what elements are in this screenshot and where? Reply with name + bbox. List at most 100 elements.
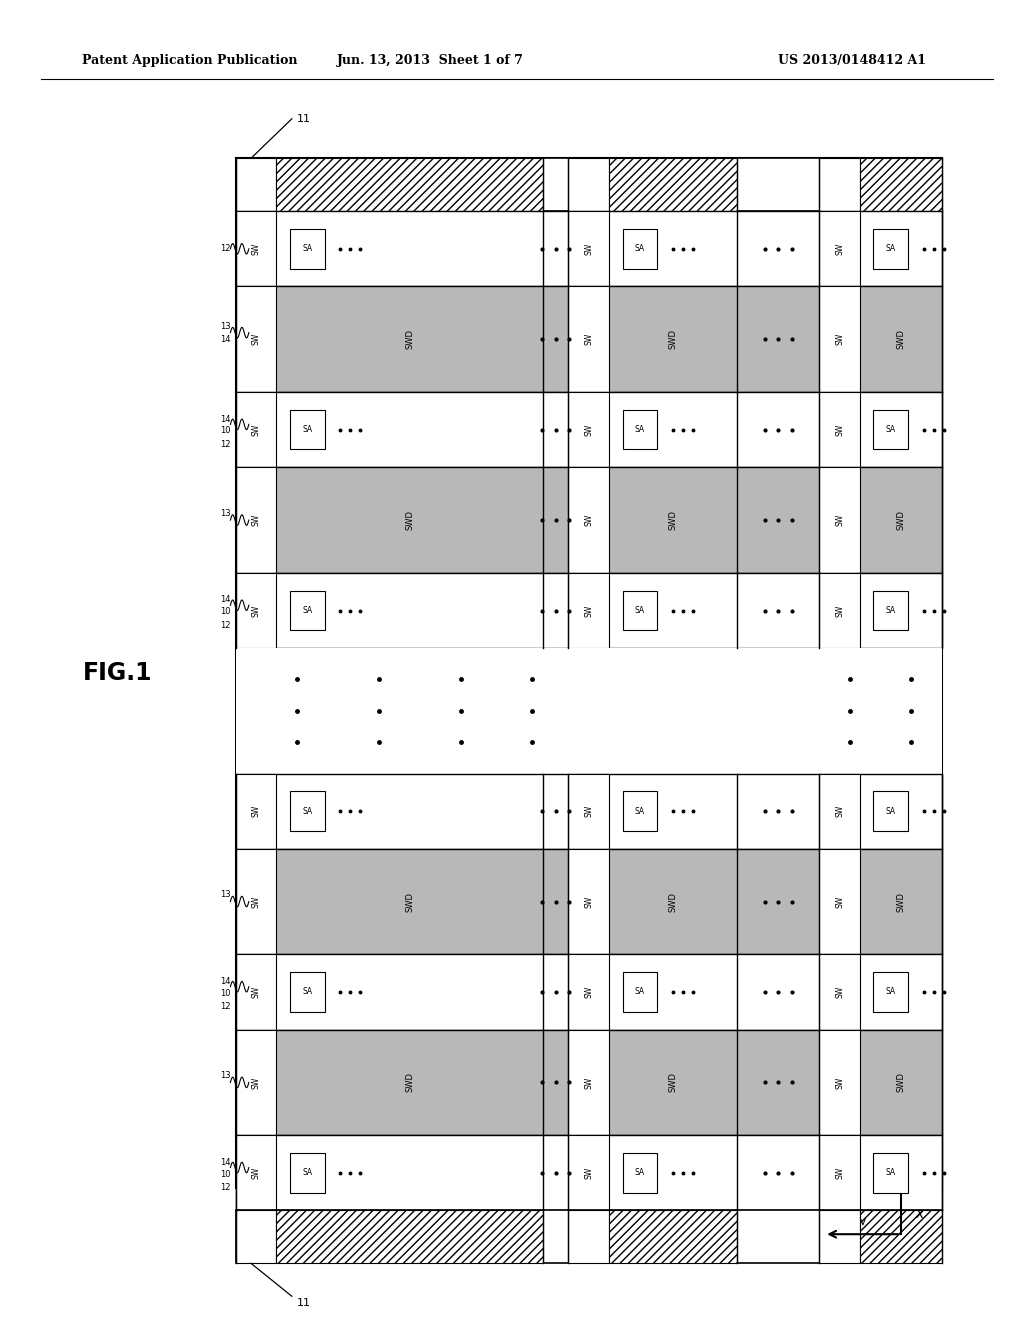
Text: 14: 14: [220, 335, 230, 343]
Text: SWD: SWD: [406, 891, 414, 912]
Text: 13: 13: [220, 322, 230, 330]
Text: SW: SW: [836, 1076, 844, 1089]
Text: 12: 12: [220, 1183, 230, 1192]
Text: SW: SW: [585, 243, 593, 255]
Bar: [290, 1154, 325, 1193]
Text: SA: SA: [635, 1168, 645, 1177]
Bar: [609, 158, 737, 211]
Text: 12: 12: [220, 244, 230, 253]
Text: SW: SW: [252, 986, 260, 998]
Text: SW: SW: [252, 424, 260, 436]
Bar: [623, 972, 657, 1012]
Text: SA: SA: [302, 425, 312, 434]
Text: SA: SA: [886, 606, 896, 615]
Bar: [860, 1210, 942, 1263]
Bar: [236, 211, 276, 286]
Text: SW: SW: [585, 333, 593, 346]
Bar: [819, 158, 860, 211]
Text: FIG.1: FIG.1: [83, 661, 153, 685]
Bar: [236, 286, 276, 392]
Bar: [819, 774, 860, 849]
Text: 10: 10: [220, 426, 230, 436]
Bar: [236, 648, 942, 774]
Bar: [236, 573, 942, 648]
Bar: [236, 392, 942, 467]
Bar: [623, 792, 657, 832]
Bar: [568, 392, 609, 467]
Text: SW: SW: [252, 805, 260, 817]
Bar: [236, 849, 276, 954]
Bar: [568, 1210, 609, 1263]
Text: SW: SW: [836, 895, 844, 908]
Bar: [873, 792, 908, 832]
Bar: [236, 573, 276, 648]
Text: SW: SW: [252, 1076, 260, 1089]
Bar: [236, 1030, 942, 1135]
Text: SW: SW: [585, 986, 593, 998]
Bar: [623, 230, 657, 269]
Text: SW: SW: [585, 805, 593, 817]
Bar: [276, 158, 543, 211]
Text: 13: 13: [220, 1072, 230, 1080]
Bar: [873, 230, 908, 269]
Text: 13: 13: [220, 891, 230, 899]
Bar: [819, 286, 860, 392]
Bar: [609, 1210, 737, 1263]
Bar: [568, 849, 609, 954]
Text: 11: 11: [297, 1298, 311, 1308]
Bar: [236, 286, 942, 392]
Bar: [236, 849, 942, 954]
Text: 11: 11: [297, 114, 311, 124]
Text: SW: SW: [585, 1076, 593, 1089]
Text: SWD: SWD: [406, 1072, 414, 1093]
Text: SW: SW: [836, 605, 844, 616]
Text: SW: SW: [585, 605, 593, 616]
Text: SW: SW: [836, 986, 844, 998]
Text: SW: SW: [252, 513, 260, 527]
Bar: [873, 972, 908, 1012]
Text: 13: 13: [220, 510, 230, 517]
Bar: [276, 1210, 543, 1263]
Text: SWD: SWD: [669, 1072, 678, 1093]
Text: SW: SW: [252, 1167, 260, 1179]
Bar: [568, 573, 609, 648]
Bar: [568, 286, 609, 392]
Text: 10: 10: [220, 607, 230, 616]
Bar: [873, 591, 908, 631]
Text: SWD: SWD: [897, 891, 905, 912]
Bar: [236, 1210, 276, 1263]
Bar: [568, 954, 609, 1030]
Text: 12: 12: [220, 1002, 230, 1011]
Bar: [236, 211, 942, 286]
Text: Jun. 13, 2013  Sheet 1 of 7: Jun. 13, 2013 Sheet 1 of 7: [337, 54, 523, 67]
Bar: [236, 1135, 276, 1210]
Bar: [236, 774, 276, 849]
Text: US 2013/0148412 A1: US 2013/0148412 A1: [778, 54, 927, 67]
Bar: [819, 1135, 860, 1210]
Text: SA: SA: [635, 244, 645, 253]
Text: >: >: [854, 1216, 866, 1226]
Bar: [236, 158, 942, 1188]
Bar: [236, 158, 276, 211]
Bar: [819, 1210, 860, 1263]
Text: SWD: SWD: [897, 1072, 905, 1093]
Bar: [236, 1135, 942, 1210]
Bar: [819, 392, 860, 467]
Text: 14: 14: [220, 414, 230, 424]
Bar: [290, 591, 325, 631]
Text: SW: SW: [836, 1167, 844, 1179]
Text: SW: SW: [252, 333, 260, 346]
Text: SW: SW: [836, 513, 844, 527]
Bar: [236, 1210, 942, 1263]
Bar: [819, 954, 860, 1030]
Bar: [623, 1154, 657, 1193]
Text: SA: SA: [302, 807, 312, 816]
Bar: [290, 792, 325, 832]
Text: SA: SA: [886, 987, 896, 997]
Text: SW: SW: [252, 895, 260, 908]
Text: Patent Application Publication: Patent Application Publication: [82, 54, 297, 67]
Text: SW: SW: [836, 805, 844, 817]
Bar: [290, 411, 325, 450]
Bar: [236, 954, 942, 1030]
Text: SWD: SWD: [669, 891, 678, 912]
